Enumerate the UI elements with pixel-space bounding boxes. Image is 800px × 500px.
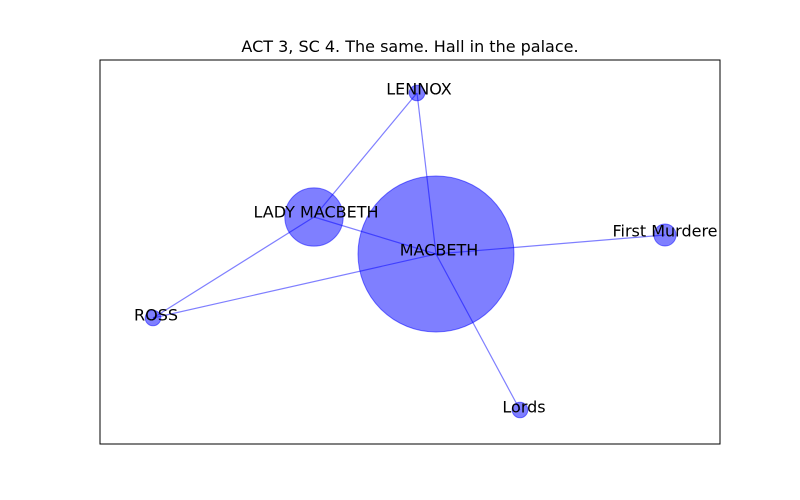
node-label-lennox: LENNOX bbox=[386, 80, 452, 99]
node-label-ross: ROSS bbox=[134, 306, 178, 325]
edge-lady-macbeth-ross bbox=[152, 216, 315, 319]
nodes-layer bbox=[144, 84, 677, 419]
node-first-murderer bbox=[653, 223, 677, 247]
node-label-first-murderer: First Murdere bbox=[612, 222, 717, 241]
node-macbeth bbox=[357, 175, 515, 333]
node-label-macbeth: MACBETH bbox=[400, 241, 479, 260]
labels-layer: MACBETH LADY MACBETH LENNOX First Murdere RO… bbox=[134, 80, 718, 417]
node-lennox bbox=[408, 84, 426, 102]
plot-frame bbox=[99, 59, 721, 445]
node-ross bbox=[144, 309, 162, 327]
node-lady-macbeth bbox=[284, 187, 344, 247]
node-lords bbox=[511, 401, 529, 419]
node-label-lady-macbeth: LADY MACBETH bbox=[253, 203, 378, 222]
node-label-lords: Lords bbox=[502, 398, 545, 417]
chart-title: ACT 3, SC 4. The same. Hall in the palac… bbox=[241, 37, 578, 56]
